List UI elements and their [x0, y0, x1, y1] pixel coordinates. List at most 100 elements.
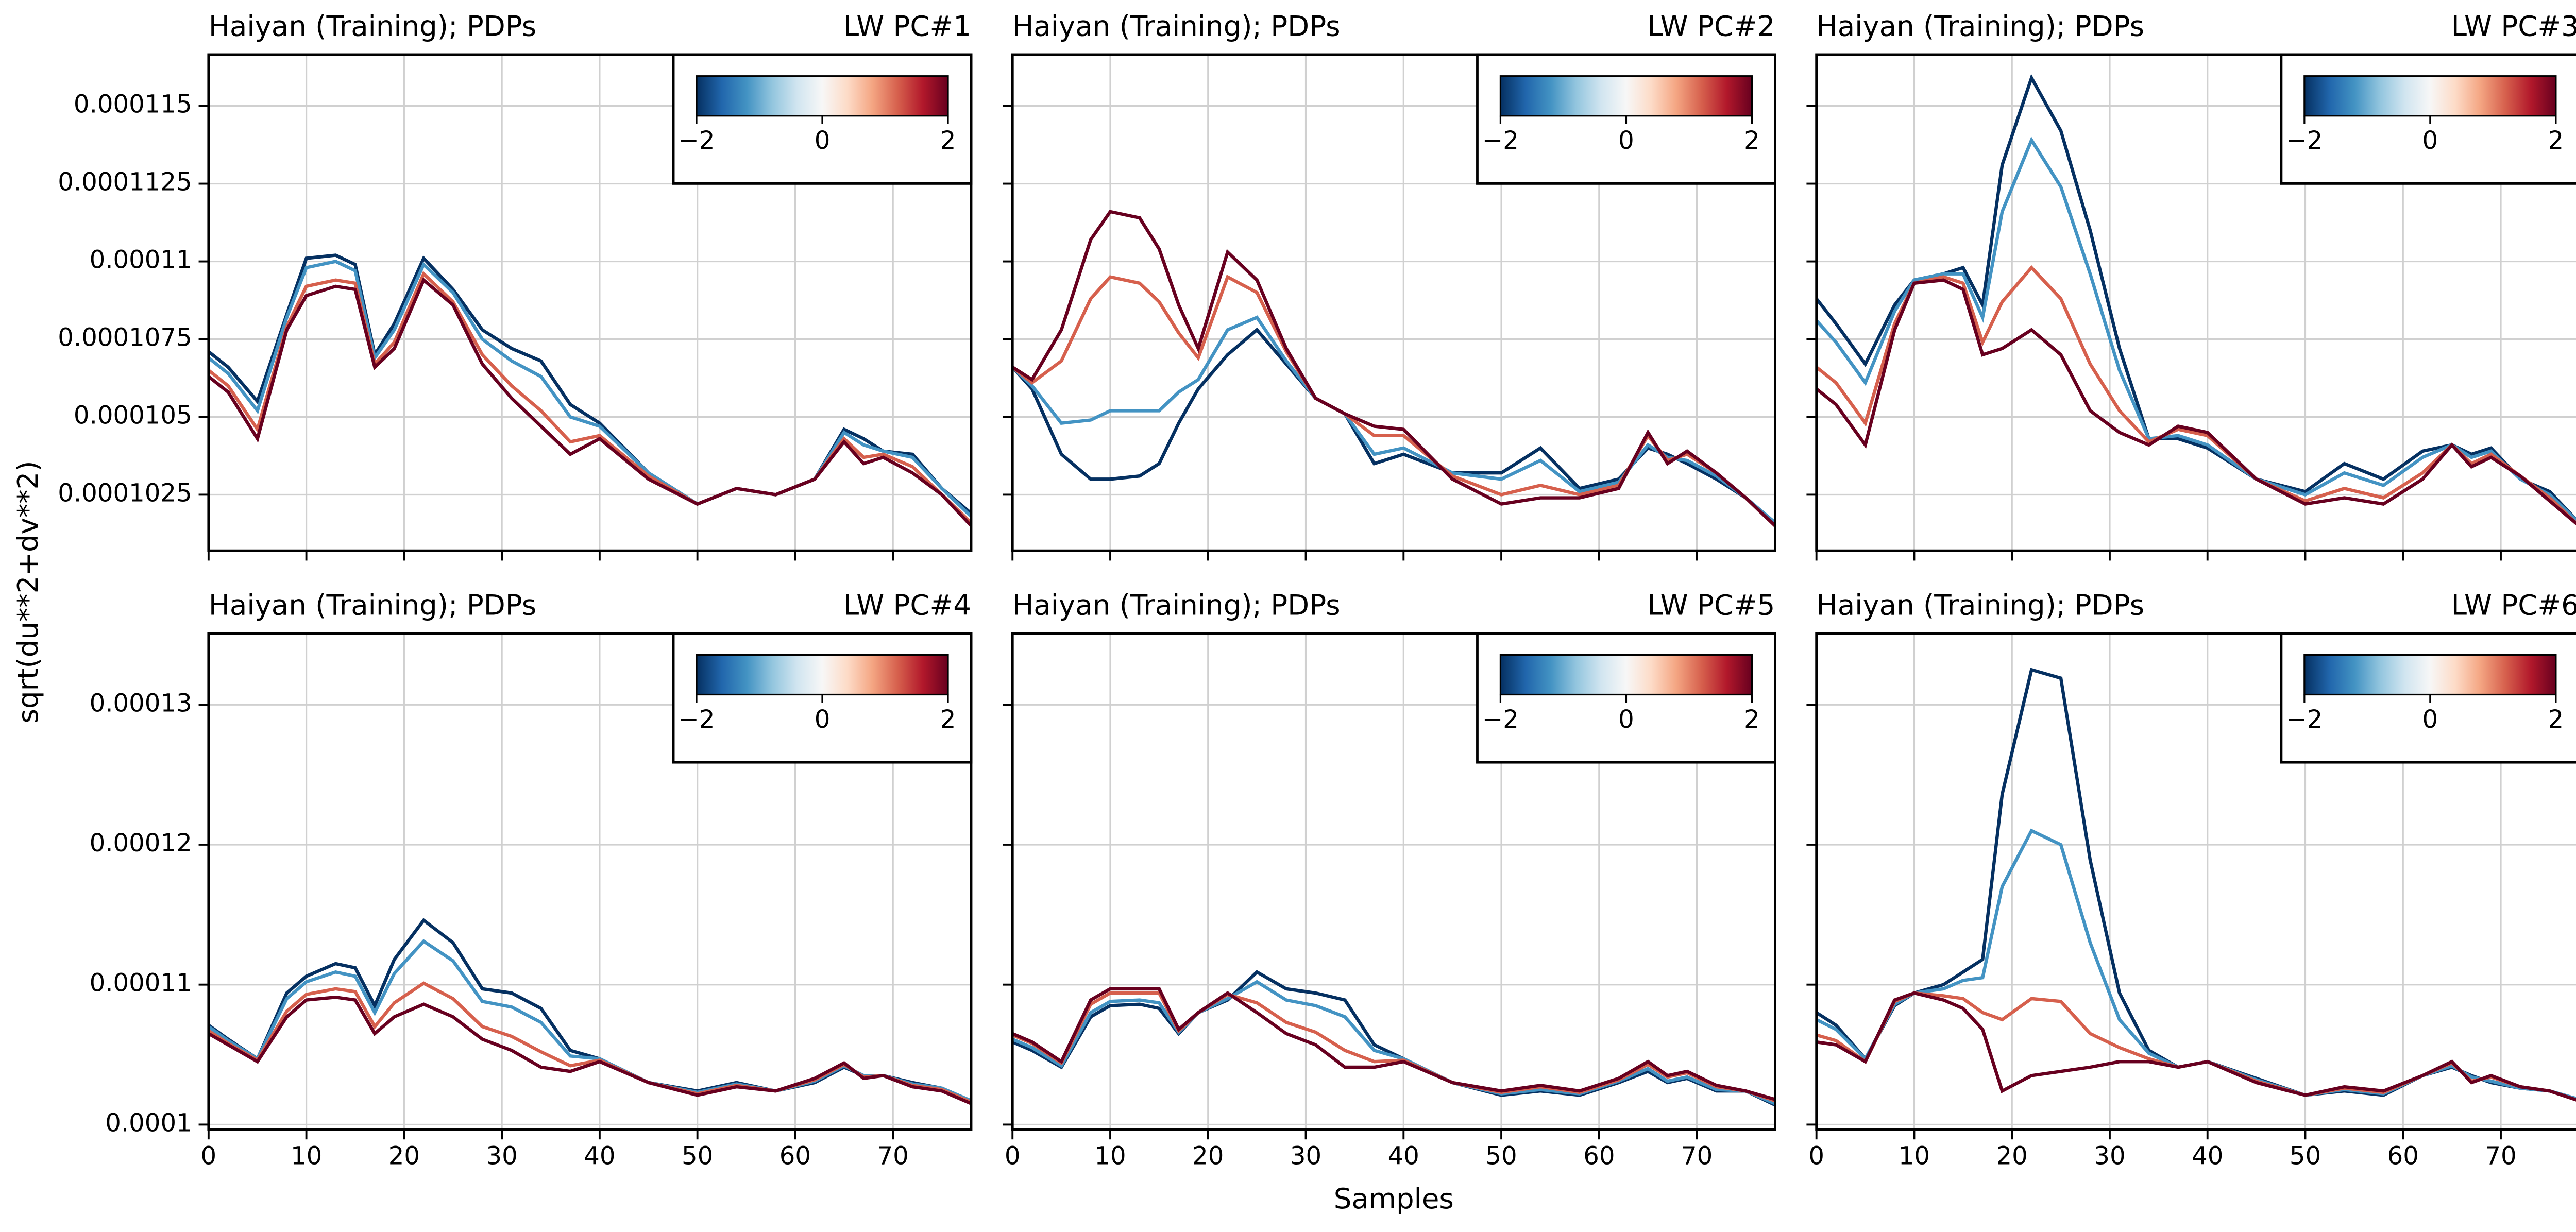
colorbar-tick-label: −2: [1482, 705, 1519, 734]
x-tick-label: 10: [1899, 1142, 1930, 1171]
axes-frame: [207, 632, 973, 1131]
pdp-line: [1012, 275, 1775, 527]
axes-frame: [207, 53, 973, 552]
y-tick-label: 0.0001075: [58, 323, 192, 352]
x-tick-label: 20: [388, 1142, 420, 1171]
x-tick-label: 10: [291, 1142, 322, 1171]
colorbar: [2303, 75, 2557, 117]
colorbar-tick-label: −2: [2286, 705, 2323, 734]
axes-frame: [1011, 53, 1776, 552]
colorbar-tick-label: 2: [1744, 126, 1760, 155]
pdp-line: [1816, 265, 2576, 525]
y-tick-label: 0.00012: [90, 829, 192, 858]
colorbar-tick-label: 0: [1618, 126, 1634, 155]
colorbar-tick-label: −2: [679, 705, 715, 734]
colorbar: [696, 75, 949, 117]
panel-title: Haiyan (Training); PDPs: [1817, 10, 2144, 43]
y-tick-label: 0.000105: [74, 401, 192, 430]
x-tick-label: 70: [877, 1142, 909, 1171]
x-tick-label: 10: [1094, 1142, 1126, 1171]
colorbar: [1499, 75, 1753, 117]
colorbar-box: [2280, 632, 2576, 764]
panel-title: Haiyan (Training); PDPs: [209, 588, 536, 621]
x-tick-label: 0: [1808, 1142, 1824, 1171]
pdp-line: [1816, 991, 2576, 1102]
colorbar-tick-label: 0: [815, 705, 831, 734]
pdp-line: [208, 260, 971, 518]
y-tick-label: 0.0001125: [58, 168, 192, 197]
panel-title: Haiyan (Training); PDPs: [1012, 588, 1340, 621]
colorbar-tick-label: 2: [2548, 705, 2564, 734]
axes-frame: [1011, 632, 1776, 1131]
pdp-line: [1012, 210, 1775, 527]
pdp-line: [208, 981, 971, 1104]
panel-title-right: LW PC#4: [843, 588, 971, 621]
x-tick-label: 50: [682, 1142, 713, 1171]
x-tick-label: 40: [584, 1142, 615, 1171]
x-tick-label: 50: [2290, 1142, 2321, 1171]
pdp-line: [1012, 327, 1775, 524]
x-tick-label: 30: [1290, 1142, 1321, 1171]
axes-frame: [1815, 53, 2576, 552]
colorbar-tick-label: 2: [940, 126, 956, 155]
x-axis-label: Samples: [1334, 1182, 1454, 1215]
colorbar-tick-label: −2: [1482, 126, 1519, 155]
pdp-line: [1816, 278, 2576, 526]
colorbar-tick-label: 0: [2422, 705, 2438, 734]
pdp-line: [208, 271, 971, 524]
x-tick-label: 0: [201, 1142, 217, 1171]
x-tick-label: 70: [2485, 1142, 2516, 1171]
colorbar-tick-label: 0: [1618, 705, 1634, 734]
panel-title-right: LW PC#5: [1647, 588, 1775, 621]
pdp-line: [208, 995, 971, 1105]
x-tick-label: 20: [1192, 1142, 1224, 1171]
x-tick-label: 50: [1485, 1142, 1517, 1171]
axes-frame: [1815, 632, 2576, 1131]
colorbar-tick-label: 2: [2548, 126, 2564, 155]
panel-title: Haiyan (Training); PDPs: [209, 10, 536, 43]
y-tick-label: 0.000115: [74, 90, 192, 119]
x-tick-label: 40: [1388, 1142, 1419, 1171]
y-tick-label: 0.0001025: [58, 478, 192, 507]
y-tick-label: 0.00011: [90, 246, 192, 275]
panel-title-right: LW PC#3: [2451, 10, 2576, 43]
x-tick-label: 20: [1996, 1142, 2028, 1171]
y-tick-label: 0.00013: [90, 689, 192, 717]
pdp-line: [208, 277, 971, 527]
pdp-line: [1816, 991, 2576, 1102]
x-tick-label: 0: [1005, 1142, 1021, 1171]
x-tick-label: 70: [1681, 1142, 1713, 1171]
pdp-line: [208, 939, 971, 1103]
colorbar-tick-label: −2: [679, 126, 715, 155]
pdp-line: [1012, 991, 1775, 1103]
panel-title: Haiyan (Training); PDPs: [1817, 588, 2144, 621]
x-tick-label: 40: [2192, 1142, 2223, 1171]
panel-title-right: LW PC#1: [843, 10, 971, 43]
pdp-line: [1816, 136, 2576, 522]
panel-title-right: LW PC#2: [1647, 10, 1775, 43]
x-tick-label: 30: [486, 1142, 517, 1171]
colorbar: [2303, 654, 2557, 696]
pdp-line: [1012, 315, 1775, 524]
pdp-line: [208, 253, 971, 515]
panel-title-right: LW PC#6: [2451, 588, 2576, 621]
pdp-line: [1816, 828, 2576, 1101]
x-tick-label: 30: [2094, 1142, 2125, 1171]
colorbar: [1499, 654, 1753, 696]
pdp-line: [1012, 980, 1775, 1105]
colorbar-box: [2280, 53, 2576, 185]
x-tick-label: 60: [1583, 1142, 1615, 1171]
y-axis-label: sqrt(du**2+dv**2): [11, 460, 44, 723]
colorbar-tick-label: 0: [2422, 126, 2438, 155]
x-tick-label: 60: [2387, 1142, 2419, 1171]
y-tick-label: 0.00011: [90, 969, 192, 998]
y-tick-label: 0.0001: [105, 1108, 192, 1137]
colorbar-tick-label: −2: [2286, 126, 2323, 155]
panel-title: Haiyan (Training); PDPs: [1012, 10, 1340, 43]
pdp-line: [1012, 987, 1775, 1101]
colorbar: [696, 654, 949, 696]
colorbar-tick-label: 2: [1744, 705, 1760, 734]
colorbar-tick-label: 2: [940, 705, 956, 734]
